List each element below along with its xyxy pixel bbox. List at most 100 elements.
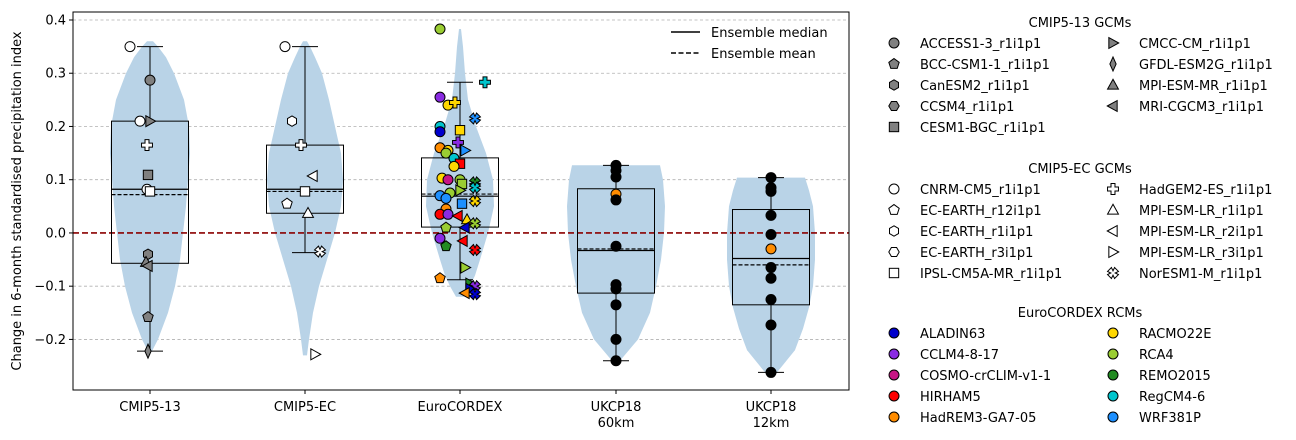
x-tick-label: CMIP5-EC bbox=[274, 400, 336, 415]
data-point bbox=[458, 286, 470, 300]
data-point bbox=[765, 272, 777, 284]
legend-label: CCSM4_r1i1p1 bbox=[920, 100, 1014, 115]
data-point bbox=[451, 209, 463, 223]
model-legend: CMIP5-13 GCMs ACCESS1-3_r1i1p1 BCC-CSM1-1_… bbox=[888, 16, 1273, 426]
legend-label: CMCC-CM_r1i1p1 bbox=[1139, 37, 1251, 52]
legend-label: EC-EARTH_r3i1p1 bbox=[920, 246, 1033, 261]
data-point bbox=[142, 169, 154, 181]
legend-group: CMIP5-EC GCMs CNRM-CM5_r1i1p1 EC-EARTH_r12… bbox=[888, 162, 1272, 282]
x-tick-label: EuroCORDEX bbox=[418, 400, 503, 415]
legend-marker bbox=[1107, 369, 1119, 381]
data-point bbox=[610, 194, 622, 206]
data-point bbox=[610, 333, 622, 345]
data-point bbox=[452, 136, 464, 149]
legend-label: MPI-ESM-LR_r1i1p1 bbox=[1139, 204, 1264, 219]
data-point bbox=[460, 144, 472, 157]
violin bbox=[567, 165, 665, 361]
legend-label: COSMO-crCLIM-v1-1 bbox=[920, 369, 1051, 384]
legend-group-title: EuroCORDEX RCMs bbox=[1018, 306, 1143, 321]
data-point bbox=[765, 262, 777, 274]
legend-marker bbox=[888, 369, 900, 381]
data-point bbox=[287, 115, 297, 127]
model-points bbox=[124, 23, 777, 378]
data-point bbox=[124, 41, 136, 53]
legend-label: ALADIN63 bbox=[920, 327, 985, 342]
data-point bbox=[440, 147, 452, 159]
inner-legend-label: Ensemble mean bbox=[711, 47, 816, 62]
legend-group: CMIP5-13 GCMs ACCESS1-3_r1i1p1 BCC-CSM1-1_… bbox=[888, 16, 1273, 136]
data-point bbox=[144, 186, 156, 197]
legend-label: HadREM3-GA7-05 bbox=[920, 411, 1036, 426]
legend-marker bbox=[1107, 390, 1119, 402]
legend-label: CESM1-BGC_r1i1p1 bbox=[920, 121, 1046, 136]
legend-group-title: CMIP5-13 GCMs bbox=[1029, 16, 1132, 31]
data-point bbox=[454, 125, 466, 136]
data-point bbox=[468, 287, 482, 301]
y-tick-label: −0.2 bbox=[34, 333, 66, 348]
legend-group: EuroCORDEX RCMs ALADIN63 CCLM4-8-17 COSMO-c… bbox=[888, 306, 1211, 426]
data-point bbox=[455, 184, 467, 197]
data-point bbox=[295, 139, 307, 152]
y-tick-label: 0.4 bbox=[45, 13, 66, 28]
data-point bbox=[468, 194, 482, 208]
data-point bbox=[310, 348, 322, 361]
data-point bbox=[610, 355, 622, 367]
x-tick-label: CMIP5-13 bbox=[119, 400, 180, 415]
x-axis: CMIP5-13 CMIP5-EC EuroCORDEX UKCP1860kmUKCP… bbox=[119, 390, 796, 431]
data-point bbox=[142, 310, 154, 322]
legend-marker bbox=[1108, 245, 1120, 259]
y-gridlines bbox=[73, 19, 849, 340]
data-point bbox=[145, 114, 157, 128]
legend-marker bbox=[888, 203, 900, 215]
legend-marker bbox=[888, 390, 900, 402]
x-tick-label-line2: 12km bbox=[753, 416, 790, 431]
data-point bbox=[306, 169, 318, 183]
legend-marker bbox=[1109, 55, 1117, 73]
data-point bbox=[610, 240, 622, 252]
y-tick-label: 0.1 bbox=[45, 173, 66, 188]
violin bbox=[267, 41, 343, 356]
y-tick-label: 0.2 bbox=[45, 120, 66, 135]
legend-marker bbox=[888, 37, 900, 49]
data-point bbox=[313, 245, 327, 258]
legend-marker bbox=[888, 57, 900, 69]
legend-marker bbox=[1107, 183, 1119, 195]
data-point bbox=[279, 41, 291, 53]
legend-marker bbox=[1108, 36, 1120, 50]
data-point bbox=[610, 283, 622, 295]
data-point bbox=[144, 342, 152, 360]
legend-marker bbox=[1106, 203, 1120, 215]
data-point bbox=[468, 243, 482, 257]
legend-marker bbox=[1107, 327, 1119, 339]
legend-label: EC-EARTH_r1i1p1 bbox=[920, 225, 1033, 240]
y-axis-label: Change in 6-month standardised precipita… bbox=[10, 31, 25, 371]
data-point bbox=[610, 299, 622, 311]
data-point bbox=[442, 174, 454, 186]
data-point bbox=[458, 221, 470, 234]
data-point bbox=[479, 76, 491, 89]
legend-marker bbox=[888, 267, 900, 279]
data-point bbox=[134, 115, 146, 127]
legend-label: NorESM1-M_r1i1p1 bbox=[1139, 267, 1262, 282]
legend-label: MPI-ESM-LR_r2i1p1 bbox=[1139, 225, 1264, 240]
data-point bbox=[456, 198, 468, 209]
legend-marker bbox=[1106, 99, 1118, 113]
x-tick-label: UKCP18 bbox=[746, 400, 797, 415]
legend-label: MRI-CGCM3_r1i1p1 bbox=[1139, 100, 1264, 115]
data-point bbox=[448, 160, 460, 172]
data-point bbox=[765, 172, 777, 184]
legend-marker bbox=[888, 348, 900, 360]
legend-label: WRF381P bbox=[1139, 411, 1201, 426]
data-point bbox=[141, 259, 153, 273]
inner-legend-label: Ensemble median bbox=[711, 26, 828, 41]
data-point bbox=[281, 197, 293, 209]
data-point bbox=[765, 229, 777, 241]
data-point bbox=[765, 185, 777, 197]
legend-label: ACCESS1-3_r1i1p1 bbox=[920, 37, 1041, 52]
data-point bbox=[468, 217, 482, 230]
legend-marker bbox=[888, 247, 900, 257]
legend-marker bbox=[888, 121, 900, 133]
data-point bbox=[765, 243, 777, 255]
legend-label: EC-EARTH_r12i1p1 bbox=[920, 204, 1042, 219]
